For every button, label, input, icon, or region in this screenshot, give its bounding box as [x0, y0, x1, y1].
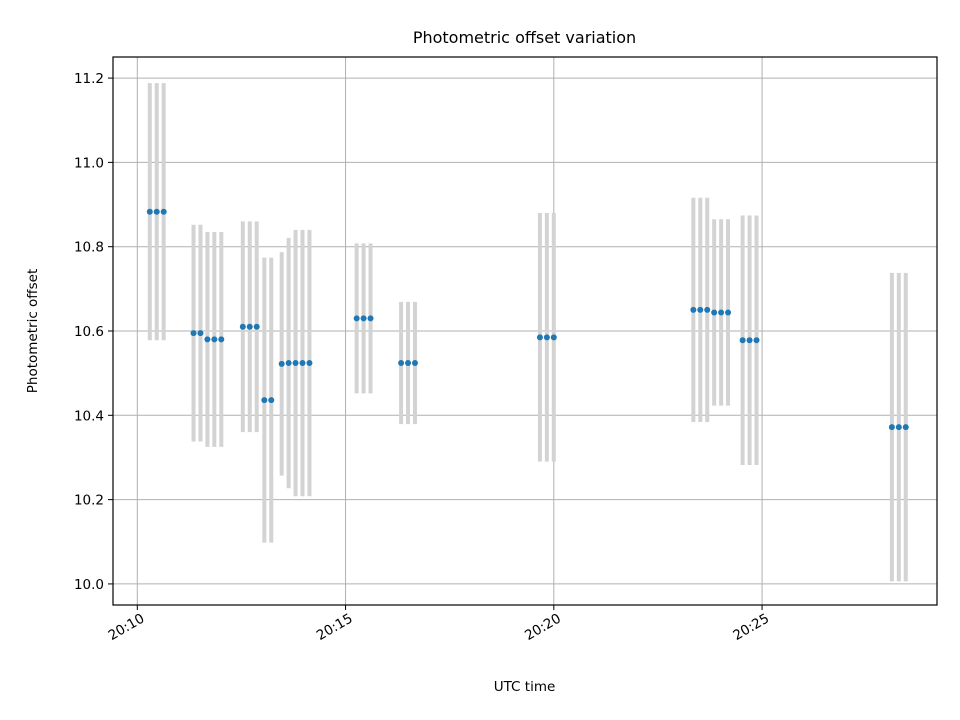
data-point [725, 309, 732, 316]
chart-title: Photometric offset variation [413, 28, 636, 47]
data-point [895, 424, 902, 431]
y-tick-label: 10.0 [74, 577, 104, 593]
data-points [146, 208, 909, 431]
data-point [398, 360, 405, 367]
data-point [405, 360, 412, 367]
data-point [299, 360, 306, 367]
data-point [197, 330, 204, 337]
data-point [536, 334, 543, 341]
data-point [292, 360, 299, 367]
data-point [239, 323, 246, 330]
data-point [888, 424, 895, 431]
data-point [204, 336, 211, 343]
data-point [704, 306, 711, 313]
data-point [211, 336, 218, 343]
data-point [278, 360, 285, 367]
y-tick-label: 11.0 [74, 155, 104, 171]
data-point [690, 306, 697, 313]
data-point [246, 323, 253, 330]
data-point [160, 208, 167, 215]
data-point [360, 315, 367, 322]
y-tick-label: 10.2 [74, 493, 104, 509]
data-point [411, 360, 418, 367]
data-point [739, 337, 746, 344]
data-point [543, 334, 550, 341]
data-point [285, 360, 292, 367]
y-tick-label: 11.2 [74, 71, 104, 87]
data-point [718, 309, 725, 316]
data-point [190, 330, 197, 337]
y-tick-label: 10.4 [74, 408, 104, 424]
data-point [902, 424, 909, 431]
data-point [746, 337, 753, 344]
data-point [306, 360, 313, 367]
data-point [253, 323, 260, 330]
x-axis-label: UTC time [494, 679, 556, 695]
y-tick-label: 10.6 [74, 324, 104, 340]
y-axis-label: Photometric offset [25, 269, 41, 393]
data-point [353, 315, 360, 322]
data-point [367, 315, 374, 322]
data-point [261, 397, 268, 404]
data-point [153, 208, 160, 215]
data-point [697, 306, 704, 313]
data-point [218, 336, 225, 343]
data-point [711, 309, 718, 316]
data-point [268, 397, 275, 404]
y-axis: 10.0 10.2 10.4 10.6 10.8 11.0 11.2 [74, 71, 113, 593]
y-tick-label: 10.8 [74, 240, 104, 256]
data-point [753, 337, 760, 344]
data-point [146, 208, 153, 215]
data-point [550, 334, 557, 341]
